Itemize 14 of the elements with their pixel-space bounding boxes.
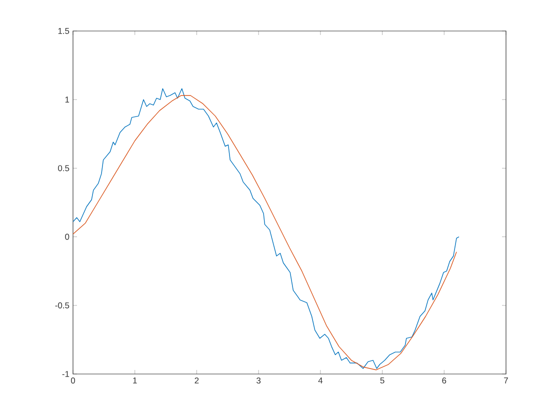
x-tick-label: 6 [442,378,446,384]
x-tick-label: 0 [70,378,76,384]
y-tick-label: -1 [62,371,70,377]
x-tick-label: 4 [318,378,323,384]
y-tick-label: -0.5 [55,302,70,308]
x-tick-label: 5 [380,378,384,384]
x-tick-label: 7 [504,378,508,384]
x-tick-label: 1 [133,378,137,384]
y-tick-label: 0 [65,234,70,240]
y-tick-label: 0.5 [58,165,70,172]
x-tick-label: 2 [194,378,199,384]
y-tick-label: 1 [65,96,70,103]
x-tick-label: 3 [256,378,261,384]
y-tick-label: 1.5 [58,28,70,34]
